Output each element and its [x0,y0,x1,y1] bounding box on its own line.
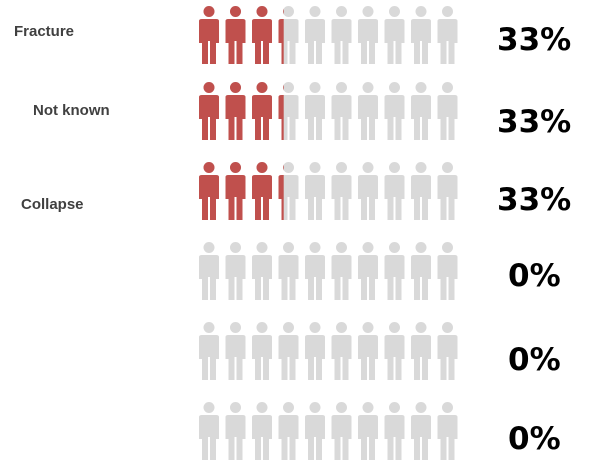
person-icon [411,402,431,460]
row-percent-5: 0% [508,342,561,378]
person-icon [199,82,219,140]
person-icon [331,82,352,140]
person-icon [384,162,405,220]
person-icon [278,6,299,64]
person-icon [411,242,431,300]
person-icon [331,402,352,460]
person-icon [225,402,246,460]
row-label-collapse: Collapse [21,196,84,213]
person-icon [225,6,246,64]
row-percent-3: 33% [497,182,572,218]
person-icon [252,322,272,380]
row-percent-2: 33% [497,104,572,140]
person-icon [278,162,299,220]
person-icon [199,242,219,300]
person-icon [358,242,378,300]
person-icon [331,322,352,380]
person-icon [384,402,405,460]
person-icon [411,322,431,380]
person-icon [252,162,272,220]
person-icon [358,82,378,140]
row-label-fracture: Fracture [14,23,75,40]
person-icon [252,6,272,64]
row-label-not-known: Not known [33,102,110,119]
person-icon [411,6,431,64]
row-percent-6: 0% [508,421,561,457]
person-icon [225,242,246,300]
person-icon [278,322,299,380]
person-icon [199,402,219,460]
person-icon [252,82,272,140]
pictogram-row-5 [199,322,458,380]
person-icon [437,162,458,220]
person-icon [225,322,246,380]
person-icon [384,6,405,64]
person-icon [199,322,219,380]
person-icon [437,6,458,64]
person-icon [199,6,219,64]
person-icon [331,6,352,64]
person-icon [411,82,431,140]
person-icon [437,82,458,140]
person-icon [411,162,431,220]
person-icon [384,82,405,140]
person-icon [331,162,352,220]
person-icon [305,82,325,140]
person-icon [305,6,325,64]
person-icon [358,162,378,220]
person-icon [305,402,325,460]
person-icon [358,6,378,64]
person-icon [225,82,246,140]
person-icon [305,322,325,380]
row-percent-1: 33% [497,22,572,58]
person-icon [278,82,299,140]
person-icon [358,402,378,460]
person-icon [199,162,219,220]
person-icon [225,162,246,220]
person-icon [384,322,405,380]
pictogram-row-3 [199,162,458,220]
person-icon [437,402,458,460]
person-icon [305,162,325,220]
person-icon [305,242,325,300]
person-icon [358,322,378,380]
person-icon [252,242,272,300]
person-icon [384,242,405,300]
person-icon [331,242,352,300]
pictogram-row-6 [199,402,458,460]
row-percent-4: 0% [508,258,561,294]
pictogram-row-1 [199,6,458,64]
pictogram-row-4 [199,242,458,300]
person-icon [437,242,458,300]
pictogram-row-2 [199,82,458,140]
person-icon [278,242,299,300]
person-icon [278,402,299,460]
person-icon [252,402,272,460]
person-icon [437,322,458,380]
